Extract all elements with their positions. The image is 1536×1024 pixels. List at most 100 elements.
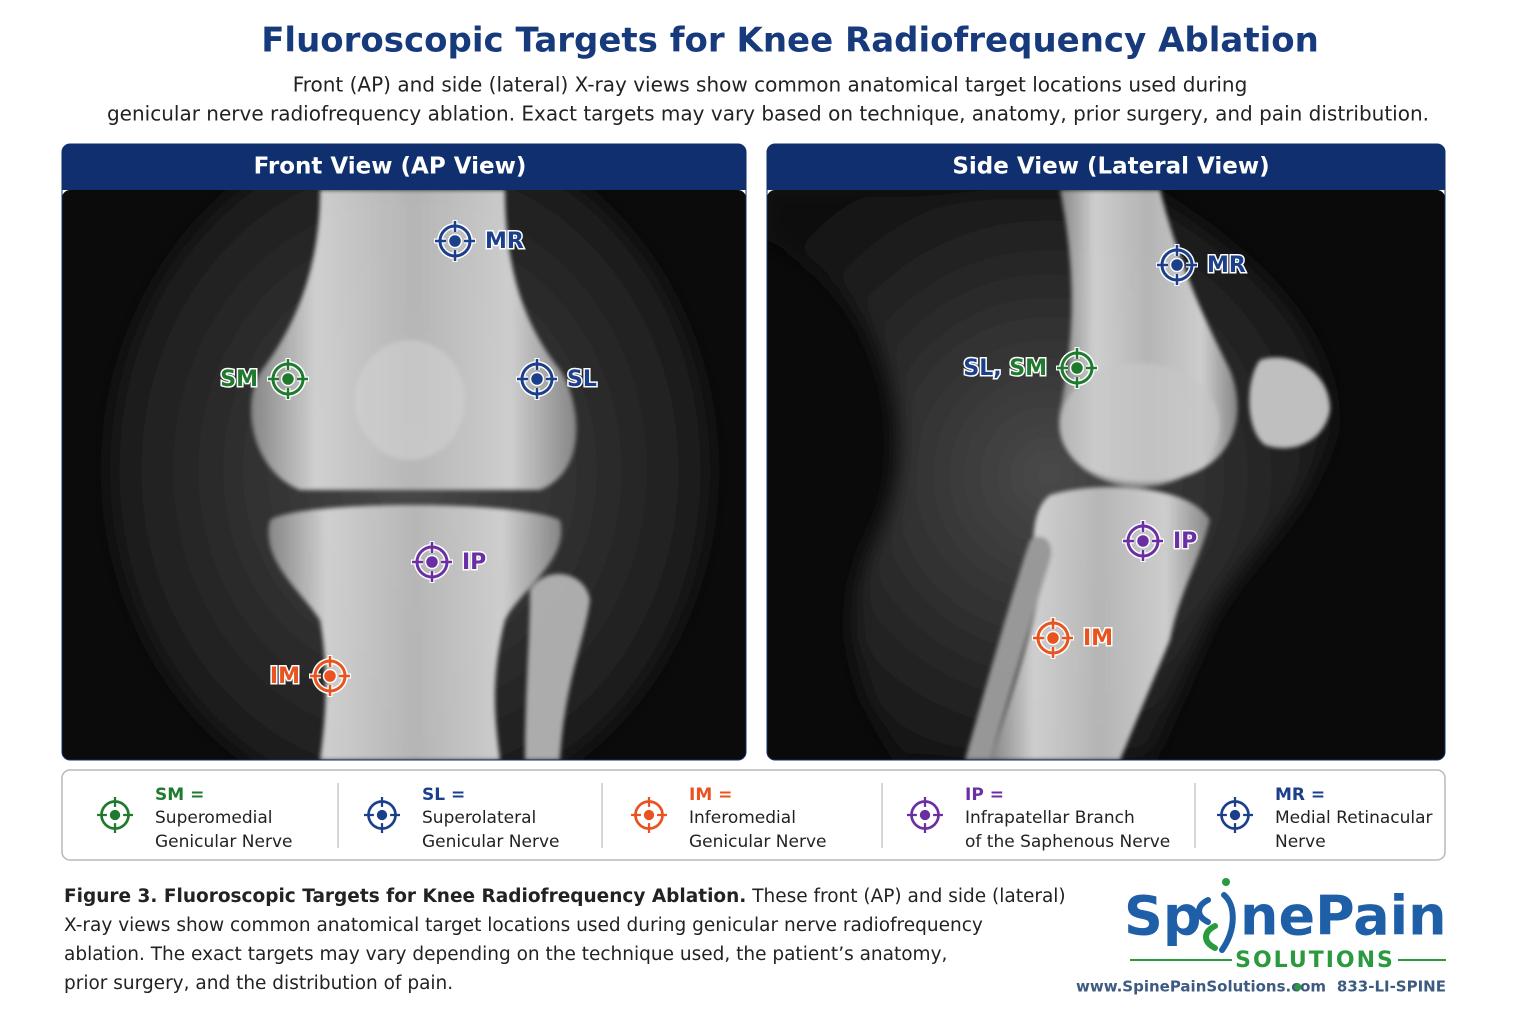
target-dot bbox=[1045, 630, 1061, 646]
target-label: SL, SM bbox=[963, 356, 1047, 381]
target-dot bbox=[280, 371, 296, 387]
target-icon bbox=[96, 796, 134, 834]
targets: MR SL, SM IP IM bbox=[962, 244, 1247, 659]
target-ring bbox=[367, 800, 397, 830]
legend-text: Nerve bbox=[1275, 832, 1326, 852]
legend-text: Medial Retinacular bbox=[1275, 808, 1433, 828]
target-dot bbox=[642, 808, 656, 822]
legend: SM = Superomedial Genicular Nerve SL = Super… bbox=[96, 783, 1433, 852]
label-part: SL bbox=[567, 367, 597, 392]
target-dot bbox=[375, 808, 389, 822]
target-ring bbox=[1220, 800, 1250, 830]
label-part: MR bbox=[485, 229, 524, 254]
target-icon bbox=[1032, 617, 1074, 659]
target-dot bbox=[1228, 808, 1242, 822]
target-icon bbox=[1122, 520, 1164, 562]
logo-name: nePain bbox=[1240, 885, 1447, 948]
panel-header bbox=[767, 144, 1445, 190]
panel-title: Side View (Lateral View) bbox=[952, 154, 1269, 180]
target-label: MR bbox=[485, 229, 524, 254]
subtitle: genicular nerve radiofrequency ablation.… bbox=[107, 102, 1429, 126]
target-label: IM bbox=[1083, 626, 1113, 651]
label-part: IM bbox=[1083, 626, 1113, 651]
target-dot bbox=[1135, 533, 1151, 549]
caption-line: X-ray views show common anatomical targe… bbox=[64, 915, 983, 936]
legend-text: Inferomedial bbox=[689, 808, 796, 828]
legend-text: Infrapatellar Branch bbox=[965, 808, 1135, 828]
title: Fluoroscopic Targets for Knee Radiofrequ… bbox=[261, 21, 1319, 61]
target-icon bbox=[516, 358, 558, 400]
target-dot bbox=[529, 371, 545, 387]
target-dot bbox=[322, 668, 338, 684]
label-part: IP bbox=[462, 550, 486, 575]
legend-text: Genicular Nerve bbox=[689, 832, 826, 852]
target-dot bbox=[424, 554, 440, 570]
target-icon bbox=[267, 358, 309, 400]
targets: MR SM SL IP IM bbox=[219, 220, 598, 697]
website: www.SpinePainSolutions.com bbox=[1076, 978, 1326, 996]
target-icon bbox=[1156, 244, 1198, 286]
target-icon bbox=[309, 655, 351, 697]
legend-term: SL = bbox=[422, 785, 465, 805]
target-ring bbox=[1036, 621, 1070, 655]
target-ring bbox=[520, 362, 554, 396]
separator-dot bbox=[1294, 983, 1302, 991]
target-icon bbox=[630, 796, 668, 834]
target-dot bbox=[1169, 257, 1185, 273]
label-part: SM bbox=[220, 367, 258, 392]
target-dot bbox=[1069, 360, 1085, 376]
target-dot bbox=[918, 808, 932, 822]
caption-lead: Figure 3. Fluoroscopic Targets for Knee … bbox=[64, 886, 746, 907]
logo: Sp nePain SOLUTIONS www.SpinePainSolutio… bbox=[1076, 878, 1447, 996]
label-part: IP bbox=[1173, 529, 1197, 554]
legend-term: SM = bbox=[155, 785, 204, 805]
xray-lateral bbox=[767, 190, 1445, 760]
legend-term: MR = bbox=[1275, 785, 1325, 805]
phone: 833-LI-SPINE bbox=[1337, 978, 1446, 996]
caption-line: prior surgery, and the distribution of p… bbox=[64, 973, 453, 994]
legend-text: Superomedial bbox=[155, 808, 273, 828]
target-label: SM bbox=[220, 367, 258, 392]
target-label: IM bbox=[270, 664, 300, 689]
caption-text: These front (AP) and side (lateral) bbox=[746, 886, 1065, 907]
target-ring bbox=[415, 545, 449, 579]
target-ring bbox=[1060, 351, 1094, 385]
target-ring bbox=[100, 800, 130, 830]
caption-line: Figure 3. Fluoroscopic Targets for Knee … bbox=[64, 886, 1066, 907]
target-dot bbox=[108, 808, 122, 822]
caption-line: ablation. The exact targets may vary dep… bbox=[64, 944, 947, 965]
target-label: SL bbox=[567, 367, 597, 392]
ap-panel: Front View (AP View) bbox=[61, 143, 747, 761]
target-icon bbox=[411, 541, 453, 583]
target-ring bbox=[313, 659, 347, 693]
legend-box bbox=[61, 769, 1446, 861]
legend-text: Genicular Nerve bbox=[155, 832, 292, 852]
target-ring bbox=[438, 224, 472, 258]
legend-text: Genicular Nerve bbox=[422, 832, 559, 852]
legend-text: Superolateral bbox=[422, 808, 536, 828]
subtitle: Front (AP) and side (lateral) X-ray view… bbox=[293, 73, 1248, 97]
label-part: SL, bbox=[963, 356, 1009, 381]
target-ring bbox=[910, 800, 940, 830]
legend-term: IM = bbox=[689, 785, 732, 805]
panel-title: Front View (AP View) bbox=[254, 154, 527, 180]
target-icon bbox=[906, 796, 944, 834]
lateral-panel: Side View (Lateral View) bbox=[766, 143, 1446, 761]
logo-tagline: SOLUTIONS bbox=[1235, 948, 1395, 973]
target-label: IP bbox=[1173, 529, 1197, 554]
target-ring bbox=[634, 800, 664, 830]
target-dot bbox=[447, 233, 463, 249]
label-part: SM bbox=[1009, 356, 1047, 381]
target-ring bbox=[271, 362, 305, 396]
legend-text: of the Saphenous Nerve bbox=[965, 832, 1170, 852]
label-part: IM bbox=[270, 664, 300, 689]
xray-ap bbox=[62, 190, 746, 760]
legend-term: IP = bbox=[965, 785, 1004, 805]
label-part: MR bbox=[1207, 253, 1246, 278]
target-icon bbox=[1216, 796, 1254, 834]
target-label: MR bbox=[1207, 253, 1246, 278]
panel-header bbox=[62, 144, 746, 190]
target-label: IP bbox=[462, 550, 486, 575]
target-ring bbox=[1126, 524, 1160, 558]
